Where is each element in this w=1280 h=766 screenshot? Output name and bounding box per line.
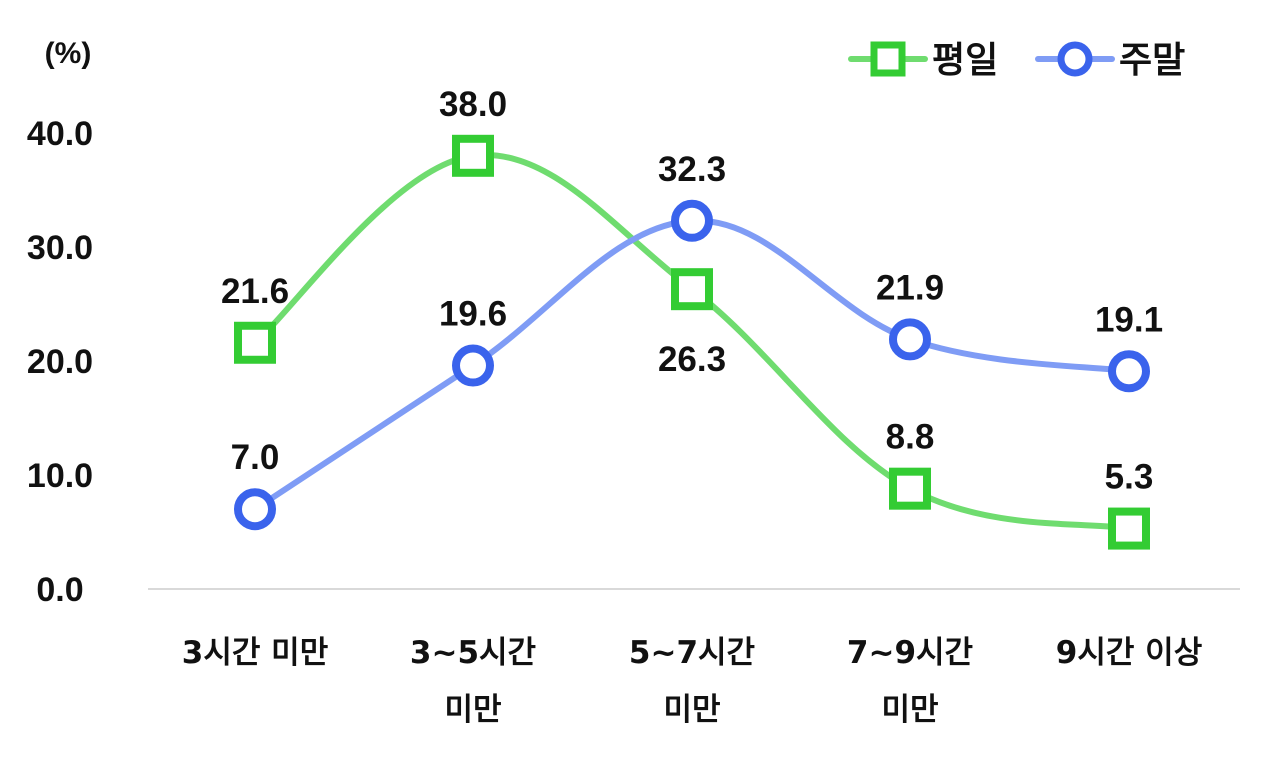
data-point-marker [234,488,276,531]
legend-marker [1057,41,1093,77]
legend-label: 평일 [932,40,998,81]
data-point-marker [452,134,494,177]
data-point-marker [889,467,931,510]
data-point-marker [1108,507,1150,550]
data-point-marker [671,268,713,311]
data-point-marker [1108,350,1150,393]
y-tick-label: 20.0 [27,343,93,381]
series-markers [234,134,1150,550]
x-tick-label: 미만 [881,692,938,728]
x-tick-label: 9시간 이상 [1056,635,1202,671]
legend-label: 주말 [1119,40,1185,81]
y-tick-label: 0.0 [36,571,83,609]
legend: 평일 주말 [848,40,1185,81]
y-tick-label: 40.0 [27,115,93,153]
data-label: 5.3 [1105,458,1154,497]
data-label: 8.8 [886,418,935,457]
data-label: 26.3 [658,340,726,379]
y-tick-label: 10.0 [27,457,93,495]
data-label: 21.9 [876,268,944,307]
x-tick-label: 미만 [663,692,720,728]
data-label: 7.0 [231,438,280,477]
data-point-marker [234,321,276,364]
data-point-marker [889,318,931,361]
data-label: 38.0 [439,85,507,124]
x-tick-label: 5~7시간 [629,635,755,671]
data-label: 19.1 [1095,300,1163,339]
x-tick-label: 7~9시간 [847,635,973,671]
x-tick-label: 미만 [444,692,501,728]
x-tick-label: 3~5시간 [410,635,536,671]
data-labels: 21.6 38.0 26.3 8.8 5.3 7.0 19.6 32.3 21.9 19.1 [221,85,1163,497]
legend-marker [870,41,906,77]
data-point-marker [671,199,713,242]
data-label: 19.6 [439,295,507,334]
x-tick-label: 3시간 미만 [182,635,328,671]
data-label: 21.6 [221,272,289,311]
y-axis-unit-label: (%) [45,37,92,70]
data-label: 32.3 [658,150,726,189]
data-point-marker [452,344,494,387]
y-tick-label: 30.0 [27,229,93,267]
